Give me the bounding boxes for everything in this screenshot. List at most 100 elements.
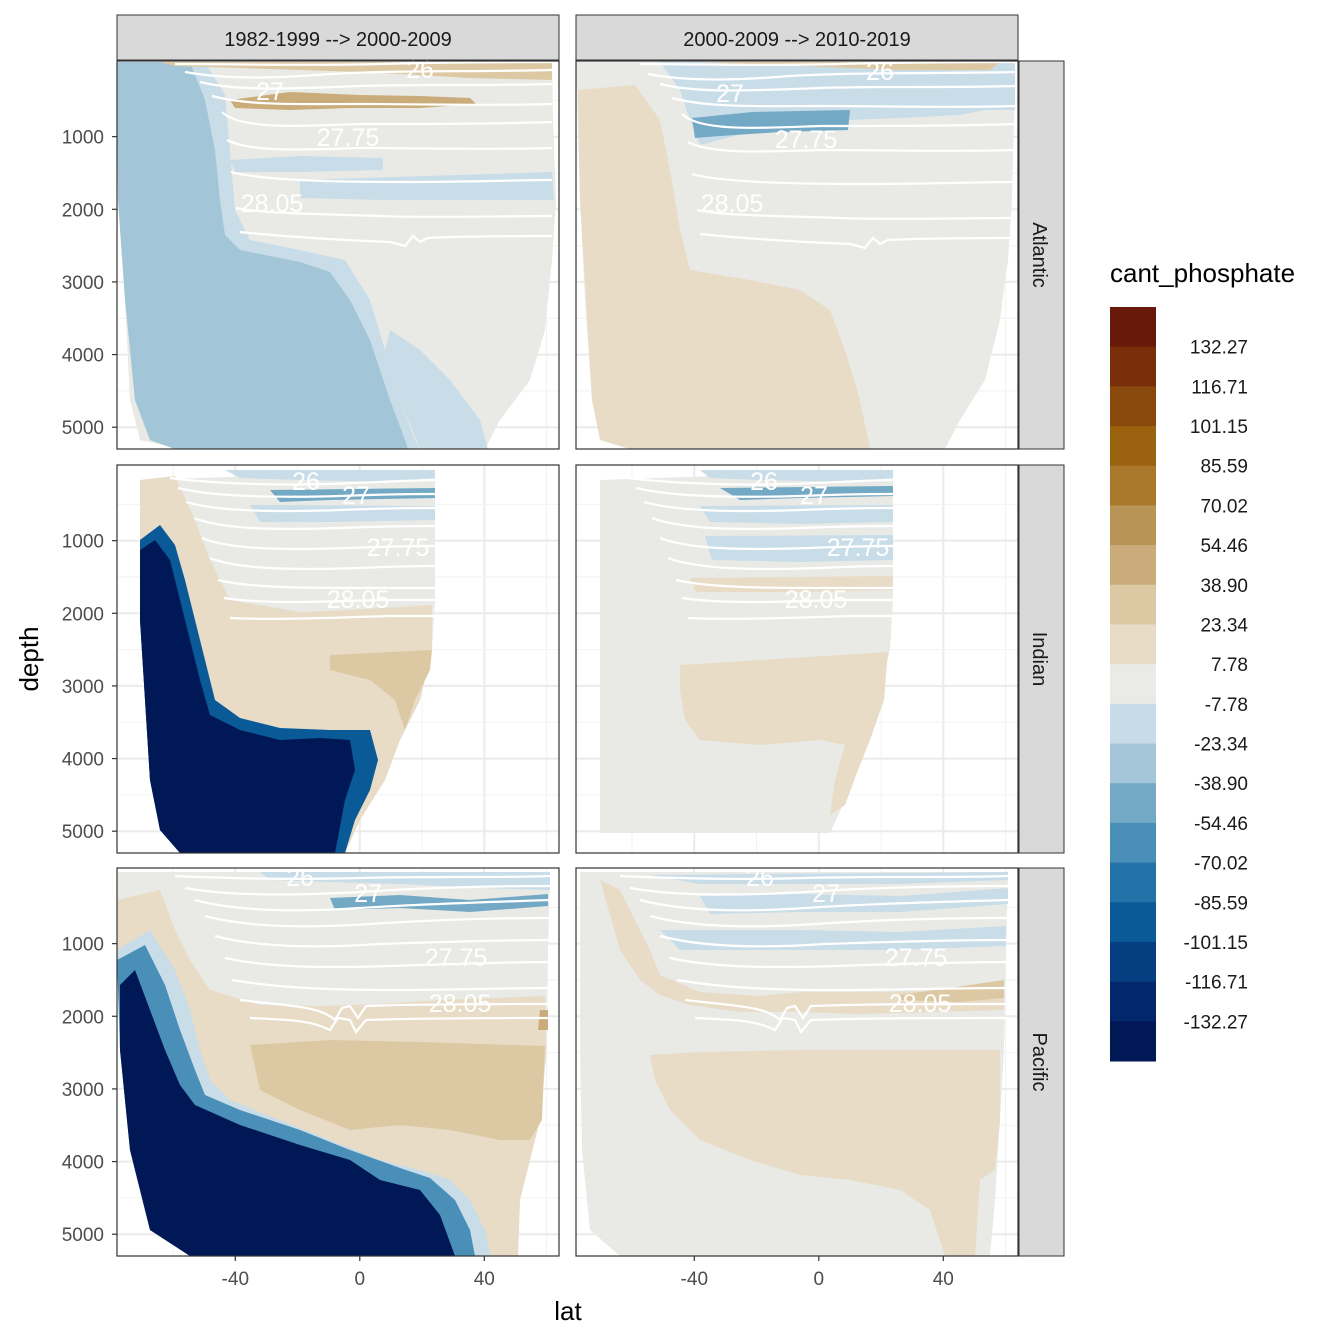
iso-label-28-05: 28.05	[327, 586, 390, 614]
panel-border	[575, 464, 1019, 854]
legend-swatch	[1110, 307, 1156, 348]
legend-swatch	[1110, 1021, 1156, 1062]
y-axis-title: depth	[14, 626, 44, 691]
iso-label-27: 27	[342, 482, 370, 510]
isopycnal-lines	[174, 874, 551, 1034]
x-tick-label: 0	[354, 1269, 365, 1290]
legend-break-label: 54.46	[1200, 536, 1248, 557]
iso-label-26: 26	[746, 864, 774, 892]
legend-swatch	[1110, 346, 1156, 387]
legend-swatch	[1110, 783, 1156, 824]
iso-label-27: 27	[354, 880, 382, 908]
isopycnal-labels: 26 27 27.75 28.05	[701, 58, 894, 218]
legend-break-label: 70.02	[1200, 496, 1248, 517]
panel-atlantic-period-2: 26 27 27.75 28.05	[575, 58, 1019, 450]
panel-border	[116, 60, 560, 450]
legend-break-label: -116.71	[1185, 973, 1248, 994]
legend-break-label: -85.59	[1194, 893, 1248, 914]
contour-fills	[580, 872, 1008, 1256]
y-tick-label: 4000	[62, 346, 104, 367]
isopycnal-labels: 26 27 27.75 28.05	[750, 468, 889, 614]
y-tick-label: 1000	[62, 935, 104, 956]
iso-label-26: 26	[750, 468, 778, 496]
iso-label-27: 27	[256, 78, 284, 106]
legend-break-label: 7.78	[1211, 655, 1248, 676]
iso-label-27-75: 27.75	[425, 944, 488, 972]
iso-label-27-75: 27.75	[317, 124, 380, 152]
contour-fills	[117, 62, 556, 449]
panel-border	[575, 60, 1019, 450]
legend-swatch	[1110, 386, 1156, 427]
panel-indian-period-1: 26 27 27.75 28.05	[116, 464, 560, 854]
strip-row-2: Pacific	[1018, 867, 1065, 1257]
contour-fills	[600, 470, 893, 833]
x-tick-label: 40	[933, 1269, 954, 1290]
y-axes: 1000 2000 3000 4000 5000 1000 2000 3000 4000 5000…	[62, 128, 117, 1246]
panel-border	[575, 867, 1019, 1257]
iso-label-26: 26	[406, 56, 434, 84]
legend-break-label: 101.15	[1190, 417, 1248, 438]
panel-border	[116, 867, 560, 1257]
legend-break-label: -7.78	[1205, 695, 1248, 716]
iso-label-27: 27	[812, 880, 840, 908]
y-tick-label: 1000	[62, 532, 104, 553]
legend-colorbar	[1110, 307, 1156, 1062]
legend-break-label: 23.34	[1200, 615, 1248, 636]
legend-break-label: 85.59	[1200, 457, 1248, 478]
isopycnal-lines	[627, 476, 894, 620]
legend-swatch	[1110, 862, 1156, 903]
x-tick-label: 40	[474, 1269, 495, 1290]
x-tick-label: 0	[813, 1269, 824, 1290]
strip-row-1: Indian	[1018, 464, 1065, 854]
strip-label-row-0: Atlantic	[1028, 222, 1050, 288]
contour-fills	[140, 470, 435, 853]
isopycnal-lines	[619, 874, 1009, 1034]
contour-fills	[117, 872, 550, 1256]
y-tick-label: 5000	[62, 1225, 104, 1246]
legend-swatch	[1110, 664, 1156, 705]
iso-label-27-75: 27.75	[775, 126, 838, 154]
legend-swatch	[1110, 743, 1156, 784]
panel-indian-period-2: 26 27 27.75 28.05	[575, 464, 1019, 854]
contour-fills	[576, 62, 1015, 449]
legend-break-label: 132.27	[1190, 338, 1248, 359]
isopycnal-lines	[174, 61, 553, 248]
isopycnal-labels: 26 27 27.75 28.05	[241, 56, 434, 218]
isopycnal-labels: 26 27 27.75 28.05	[286, 864, 491, 1018]
legend-swatch	[1110, 505, 1156, 546]
iso-label-27-75: 27.75	[367, 534, 430, 562]
legend-swatch	[1110, 703, 1156, 745]
strip-label-row-2: Pacific	[1028, 1033, 1050, 1092]
strip-label-col-0: 1982-1999 --> 2000-2009	[224, 29, 451, 51]
y-tick-label: 2000	[62, 604, 104, 625]
y-tick-label: 3000	[62, 1080, 104, 1101]
legend-title: cant_phosphate	[1110, 258, 1295, 288]
iso-label-26: 26	[292, 468, 320, 496]
legend-break-label: -38.90	[1194, 774, 1248, 795]
legend-swatch	[1110, 584, 1156, 625]
x-axis-title: lat	[554, 1296, 582, 1326]
x-tick-label: -40	[681, 1269, 708, 1290]
strip-label-row-1: Indian	[1028, 632, 1050, 687]
legend-swatch	[1110, 426, 1156, 467]
iso-label-28-05: 28.05	[785, 586, 848, 614]
y-tick-label: 2000	[62, 200, 104, 221]
iso-label-26: 26	[286, 864, 314, 892]
y-tick-label: 3000	[62, 273, 104, 294]
iso-label-27-75: 27.75	[827, 534, 890, 562]
legend-swatch	[1110, 981, 1156, 1022]
iso-label-27: 27	[800, 482, 828, 510]
legend-break-label: -70.02	[1194, 854, 1248, 875]
legend-swatch	[1110, 822, 1156, 864]
legend-swatch	[1110, 624, 1156, 665]
panel-border	[116, 464, 560, 854]
iso-label-28-05: 28.05	[889, 990, 952, 1018]
x-axes: -40 0 40 -40 0 40	[222, 1256, 954, 1290]
legend-swatch	[1110, 545, 1156, 586]
y-tick-label: 3000	[62, 677, 104, 698]
y-tick-label: 5000	[62, 822, 104, 843]
y-tick-label: 1000	[62, 128, 104, 149]
iso-label-28-05: 28.05	[701, 190, 764, 218]
iso-label-27-75: 27.75	[885, 944, 948, 972]
legend-swatch	[1110, 941, 1156, 983]
